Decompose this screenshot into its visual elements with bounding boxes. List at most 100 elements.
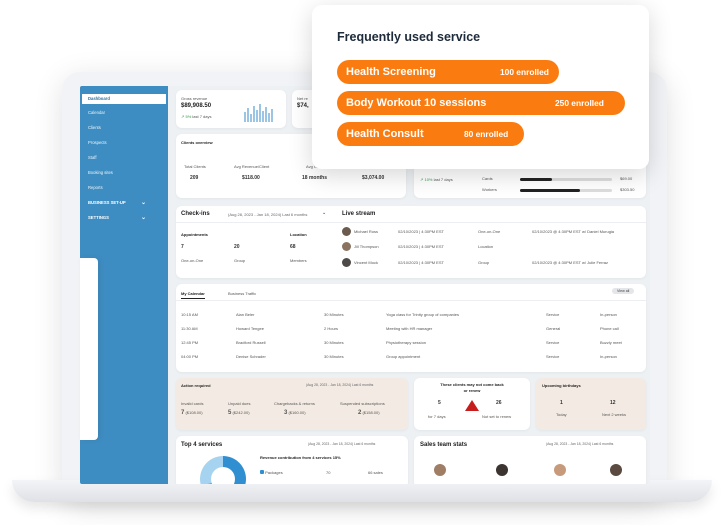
action-item-count[interactable]: 3	[284, 410, 288, 416]
cal-mode: Phone call	[600, 326, 619, 331]
livestream-detail: 02/10/2023 @ 4:30PM EST w/ Julie Ferraz	[532, 260, 609, 265]
sidebar-item-dashboard[interactable]: Dashboard	[82, 94, 166, 104]
popup-title: Frequently used service	[337, 30, 481, 44]
livestream-type: Location	[478, 244, 494, 249]
tab-my-calendar[interactable]: My Calendar	[181, 291, 205, 299]
service-name: Health Consult	[346, 128, 424, 140]
sidebar-item-clients[interactable]: Clients	[88, 125, 101, 130]
view-all-button[interactable]: View all	[612, 288, 635, 294]
revenue-row-progress	[520, 178, 612, 181]
avatar	[342, 242, 351, 251]
net-revenue-value: $74,	[297, 103, 309, 109]
chevron-down-icon: ⌄	[140, 200, 146, 206]
revenue-row-amount: $303.50	[620, 187, 635, 192]
action-item-count[interactable]: 7	[181, 410, 185, 416]
checkins-livestream-card: Check-ins (Aug 28, 2023 - Jan 18, 2024) …	[176, 206, 646, 278]
service-count: 80 enrolled	[464, 129, 509, 139]
tab-business-traffic[interactable]: Business Traffic	[228, 291, 257, 296]
sidebar-section-business-setup[interactable]: BUSINESS SET-UP ⌄	[86, 198, 164, 208]
gross-revenue-value: $89,908.50	[181, 103, 212, 109]
action-item-label: Suspended subscriptions	[340, 401, 385, 406]
sidebar-item-prospects[interactable]: Prospects	[88, 140, 107, 145]
avatar[interactable]	[496, 464, 508, 476]
cal-time: 04:00 PM	[181, 354, 199, 359]
top-services-card: Top 4 services (Aug 28, 2023 - Jan 18, 2…	[176, 436, 408, 484]
gross-revenue-delta: ↗ 5%	[181, 114, 192, 119]
sidebar-item-reports[interactable]: Reports	[88, 185, 103, 190]
gross-revenue-label: Gross revenue	[181, 96, 208, 101]
sidebar-item-booking-sites[interactable]: Booking sites	[88, 170, 113, 175]
cal-mode: Buzzly meet	[600, 340, 622, 345]
action-item-label: Unpaid dues	[228, 401, 251, 406]
not-coming-back-right-label: Not set to renew	[482, 414, 512, 419]
action-item-amount: ($158.00)	[362, 410, 380, 415]
sidebar-item-staff[interactable]: Staff	[88, 155, 97, 160]
top-services-title: Top 4 services	[181, 442, 223, 448]
action-required-title: Action required	[181, 383, 211, 388]
sales-team-range: (Aug 28, 2023 - Jan 18, 2024) Last 6 mon…	[546, 442, 614, 446]
livestream-time: 02/10/2023 | 4:30PM EST	[398, 244, 444, 249]
cal-desc: Yoga class for Trinity group of companie…	[386, 312, 460, 317]
calendar-card: My Calendar Business Traffic View all 10…	[176, 284, 646, 372]
members-label: Members	[290, 258, 307, 263]
livestream-name[interactable]: Vincent Mock	[354, 260, 378, 265]
livestream-time: 02/10/2023 | 4:30PM EST	[398, 229, 444, 234]
action-required-range: (Aug 28, 2023 - Jan 18, 2024) Last 6 mon…	[306, 383, 374, 387]
service-pill-health-screening[interactable]: Health Screening 100 enrolled	[337, 60, 559, 84]
legend-swatch	[260, 470, 264, 474]
not-coming-back-left-value: 5	[438, 400, 441, 406]
revenue-row-label: Workers	[482, 187, 497, 192]
service-count: 100 enrolled	[500, 67, 549, 77]
birthdays-card: Upcoming birthdays 1 Today 12 Next 2 wee…	[536, 378, 646, 430]
top-services-subtitle: Revenue contribution from 4 services 15%	[260, 455, 341, 460]
revenue-row-amount: $69.00	[620, 176, 633, 181]
avatar[interactable]	[554, 464, 566, 476]
not-coming-back-title: These clients may not come back	[440, 382, 504, 387]
birthdays-title: Upcoming birthdays	[542, 383, 581, 388]
checkins-range: (Aug 28, 2023 - Jan 18, 2024) Last 6 mon…	[228, 212, 308, 217]
avatar	[342, 258, 351, 267]
gross-revenue-card[interactable]: Gross revenue $89,908.50 ↗ 5% last 7 day…	[176, 90, 286, 128]
cal-mode: In-person	[600, 312, 617, 317]
service-pill-body-workout[interactable]: Body Workout 10 sessions 250 enrolled	[337, 91, 625, 115]
livestream-detail: 02/10/2023 @ 4:30PM EST w/ Daniel Murugi…	[532, 229, 615, 234]
stat-label: Avg Ch	[306, 164, 320, 169]
side-panel	[80, 258, 98, 440]
service-pill-health-consult[interactable]: Health Consult 80 enrolled	[337, 122, 524, 146]
cal-duration: 30 Minutes	[324, 312, 344, 317]
clients-overview-title: Clients overview	[181, 140, 213, 145]
laptop-base	[12, 480, 712, 502]
avatar[interactable]	[610, 464, 622, 476]
livestream-type: Group	[478, 260, 490, 265]
stat-value: 209	[190, 175, 199, 181]
appointments-value: 7	[181, 244, 184, 250]
cal-type: Service	[546, 340, 560, 345]
cal-name: Denise Schrader	[236, 354, 266, 359]
action-item-label: Chargebacks & returns	[274, 401, 315, 406]
not-coming-back-left-label: for 7 days	[428, 414, 446, 419]
cal-mode: In-person	[600, 354, 617, 359]
divider	[176, 222, 646, 223]
action-item-count[interactable]: 5	[228, 410, 232, 416]
cal-time: 10:15 AM	[181, 312, 198, 317]
stat-value: $3,074.00	[362, 175, 385, 181]
livestream-name[interactable]: Jill Thompson	[354, 244, 379, 249]
birthdays-next-value: 12	[610, 400, 616, 406]
revenue-row-label: Cards	[482, 176, 493, 181]
cal-desc: Group appointment	[386, 354, 421, 359]
cal-duration: 30 Minutes	[324, 354, 344, 359]
action-item-amount: ($108.00)	[185, 410, 203, 415]
location-value: 68	[290, 244, 296, 250]
service-count: 250 enrolled	[555, 98, 604, 108]
cal-duration: 2 Hours	[324, 326, 339, 331]
livestream-title: Live stream	[342, 211, 376, 217]
cal-type: Service	[546, 312, 560, 317]
chevron-down-icon[interactable]: ⌄	[322, 210, 327, 216]
avatar[interactable]	[434, 464, 446, 476]
services-mid-value: 70	[326, 470, 331, 475]
sidebar-section-settings[interactable]: SETTINGS ⌄	[86, 213, 164, 223]
sidebar-item-calendar[interactable]: Calendar	[88, 110, 105, 115]
action-item-count[interactable]: 2	[358, 410, 362, 416]
top-services-range: (Aug 28, 2023 - Jan 18, 2024) Last 6 mon…	[308, 442, 376, 446]
livestream-name[interactable]: Michael Ross	[354, 229, 379, 234]
